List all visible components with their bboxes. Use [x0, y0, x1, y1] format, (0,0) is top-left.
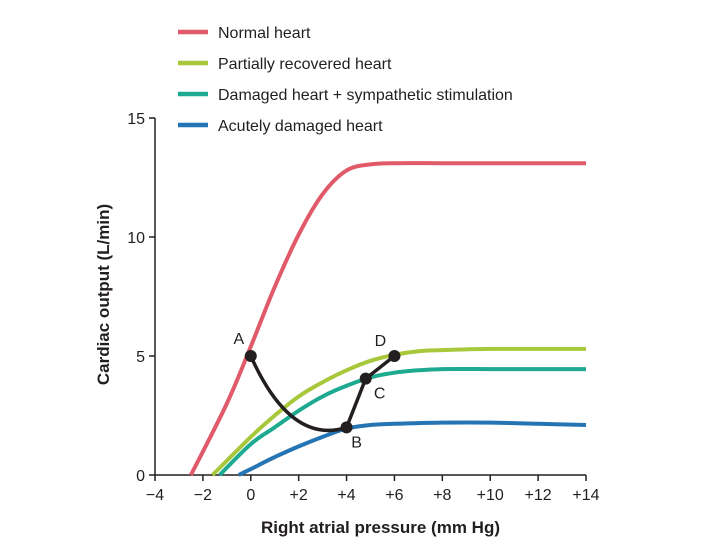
legend-label: Acutely damaged heart — [218, 118, 383, 135]
x-tick-label: −2 — [194, 487, 212, 504]
point-c-label: C — [374, 386, 386, 403]
point-a-label: A — [233, 331, 244, 348]
legend: Normal heart Partially recovered heart Dam… — [178, 25, 513, 135]
point-c-marker — [359, 372, 372, 385]
legend-label: Damaged heart + sympathetic stimulation — [218, 87, 513, 104]
series-line-2 — [211, 346, 586, 477]
x-tick-label: +4 — [337, 487, 355, 504]
point-d-marker — [388, 350, 401, 362]
y-axis-title: Cardiac output (L/min) — [94, 204, 113, 385]
series-line-1 — [189, 161, 586, 476]
x-tick-label: +6 — [385, 487, 403, 504]
x-axis-title: Right atrial pressure (mm Hg) — [261, 518, 500, 537]
x-tick-label: +8 — [433, 487, 451, 504]
point-a-marker — [244, 350, 257, 362]
y-tick-label: 10 — [127, 230, 145, 247]
legend-label: Partially recovered heart — [218, 56, 392, 73]
y-tick-label: 15 — [127, 111, 145, 128]
point-b-marker — [340, 421, 353, 434]
axes: −4 −2 0 +2 +4 +6 +8 +10 +12 +14 0 5 10 15 — [127, 111, 599, 504]
transition-path-layer: A B C D — [233, 331, 401, 451]
x-tick-label: +10 — [477, 487, 504, 504]
series-line-4 — [237, 420, 587, 477]
x-tick-label: +12 — [525, 487, 552, 504]
legend-label: Normal heart — [218, 25, 311, 42]
x-tick-label: −4 — [146, 487, 164, 504]
point-d-label: D — [375, 333, 387, 350]
y-tick-label: 0 — [136, 468, 145, 485]
x-tick-label: +2 — [290, 487, 308, 504]
x-tick-label: 0 — [246, 487, 255, 504]
y-tick-label: 5 — [136, 349, 145, 366]
transition-segment-ab — [249, 355, 348, 433]
series-layer — [189, 161, 587, 477]
x-tick-label: +14 — [572, 487, 599, 504]
point-b-label: B — [351, 434, 362, 451]
